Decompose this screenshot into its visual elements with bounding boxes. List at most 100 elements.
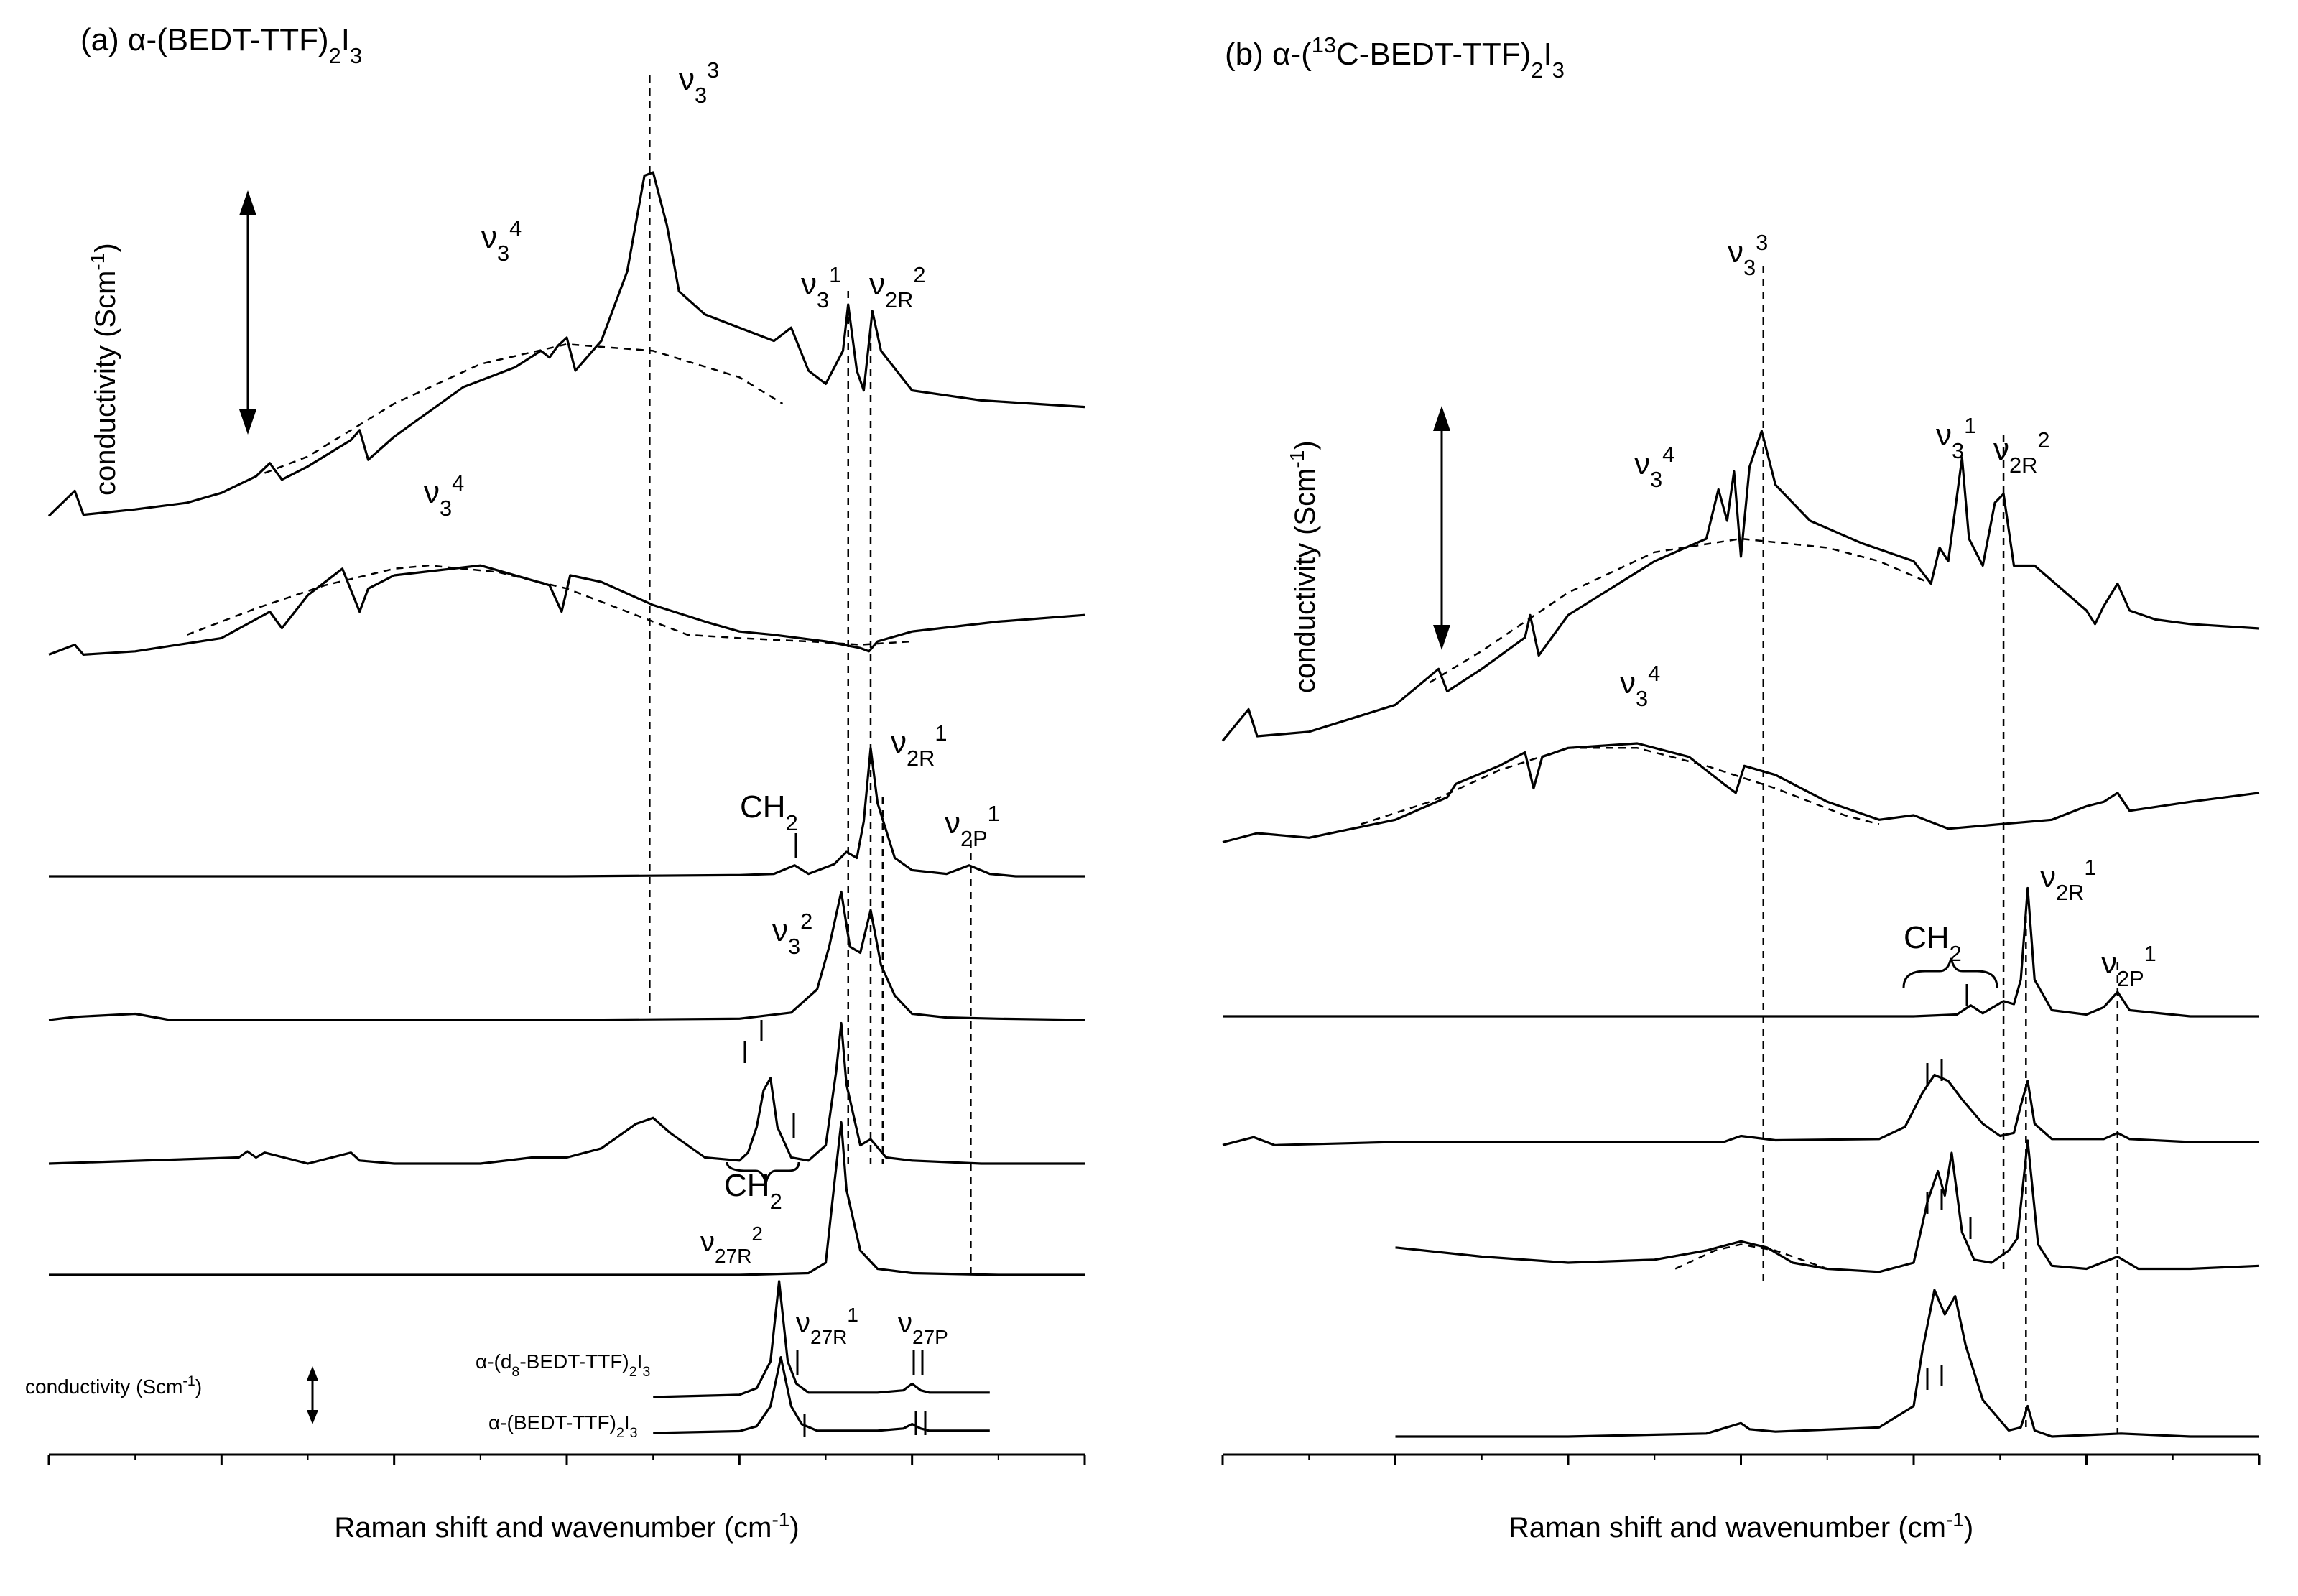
panel-a-label-ch2: CH2 [740,789,798,835]
panel-b-label-v3-4-ea-part: 3 [1636,686,1648,711]
panel-b-x-axis-label-part: Raman shift and wavenumber (cm [1509,1512,1946,1544]
panel-b-label-ch2: CH2 [1904,920,1962,966]
panel-a-label-v3-4-eb-part: 4 [509,215,522,241]
panel-a-inset-label-h8-part: I [624,1411,630,1434]
panel-a-label-ch2-780-part: 2 [770,1189,782,1214]
panel-a-label-v3-1-part: 3 [817,287,829,312]
panel-a-label-v2r-2: ν2R2 [869,262,926,312]
panel-a-label-v2r-1-part: ν [891,725,907,760]
panel-b-y-axis-label-part: ) [1289,440,1321,450]
panel-b-label-v3-4-eb-part: ν [1634,446,1650,481]
panel-b-label-v2r-2-part: ν [1993,432,2009,467]
panel-a-title-part: 3 [350,43,362,68]
panel-a-label-v3-1-part: 1 [829,262,841,287]
panel-b-y-axis-label-part: -1 [1286,450,1308,468]
panel-a-series-e-a-fit [186,564,912,646]
panel-b-series-e-b-514-nm [1223,886,2259,1018]
panel-a-inset-label-d8-part: -BEDT-TTF) [519,1350,629,1373]
panel-a-label-v2r-2-part: ν [869,266,885,302]
panel-a-label-v3-4-eb-part: ν [481,220,497,255]
panel-b-label-v2r-1-part: 1 [2084,855,2096,880]
panel-a-label-v27r-1-part: ν [796,1307,810,1339]
panel-b-label-v3-4-ea-part: ν [1620,665,1636,700]
panel-b-label-v3-4-ea: ν34 [1620,661,1660,711]
panel-a-inset-scale-arrows [307,1366,318,1424]
panel-b-label-v2r-1-part: ν [2040,859,2056,894]
panel-a-label-v27r-2: ν27R2 [700,1222,763,1267]
panel-a-label-v3-3-part: 3 [695,83,707,108]
panel-a-label-v27p-part: 27P [912,1326,948,1348]
panel-a-label-v27p: ν27P [898,1307,948,1348]
panel-a-label-v3-3-part: 3 [707,57,719,83]
panel-a-title-part: I [341,22,350,57]
panel-a-label-v3-2: ν32 [772,909,812,959]
panel-a-label-v2p-1: ν2P1 [945,801,1000,851]
panel-b-label-v3-4-eb-part: 3 [1650,467,1662,492]
panel-a-label-v27p-part: ν [898,1307,912,1339]
panel-a-inset-label-d8-part: 3 [642,1364,650,1380]
panel-b-label-v3-1-part: ν [1936,417,1952,453]
panel-a-label-v27r-1-part: 27R [810,1326,847,1348]
panel-a-series--d8-bedt-ttf-2i3-e-c-6-k [653,1280,990,1398]
panel-b-title: (b) α-(13C-BEDT-TTF)2I3 [1225,32,1565,83]
panel-a-label-v3-3-part: ν [679,62,695,97]
panel-b-label-v2r-2: ν2R2 [1993,427,2050,478]
panel-a-label-v2r-2-part: 2 [913,262,925,287]
panel-a-label-ch2-part: CH [740,789,786,825]
panel-a-series--bedt-ttf-2i3-e-c-6-k [653,1356,990,1434]
panel-b-scale-bar-arrows [1433,406,1450,650]
panel-a-inset-scale-label: conductivity (Scm-1) [25,1373,202,1398]
panel-b-label-v3-4-ea-part: 4 [1648,661,1660,686]
panel-b-label-v2r-2-part: 2R [2009,453,2037,478]
panel-a-inset-label-d8-part: I [637,1350,643,1373]
panel-b-title-part: C-BEDT-TTF) [1336,37,1531,72]
panel-a-label-v27r-2-part: ν [700,1226,715,1258]
panel-a-label-v3-4-ea: ν34 [424,470,464,521]
panel-a-series-e-b-514-nm [49,746,1085,878]
panel-b-label-v3-3-part: ν [1728,234,1743,269]
panel-a-inset-label-d8: α-(d8-BEDT-TTF)2I3 [476,1350,650,1380]
panel-b-label-v2r-1: ν2R1 [2040,855,2097,905]
panel-a-label-v2p-1-part: ν [945,805,960,840]
panel-a-y-axis-label: conductivity (Scm-1) [86,243,122,496]
panel-b-label-v3-3: ν33 [1728,230,1768,280]
panel-a-inset-label-h8-part: α-(BEDT-TTF) [488,1411,616,1434]
panel-a-label-v3-2-part: 2 [800,909,812,934]
panel-a-inset-label-d8-part: α-(d [476,1350,511,1373]
panel-b-title-part: 3 [1552,57,1565,83]
panel-b-label-v2p-1-part: ν [2101,945,2117,980]
panel-a-y-axis-label-part: ) [90,243,121,252]
panel-b-x-axis-label-part: -1 [1946,1508,1964,1531]
panel-a-label-v2r-1-part: 2R [907,746,935,771]
panel-a-label-v3-4-ea-part: ν [424,475,440,510]
panel-a-scale-bar-arrows [239,190,256,435]
panel-a-label-v3-4-eb-part: 3 [497,241,509,266]
panel-b-label-v2r-2-part: 2 [2037,427,2049,453]
panel-a-y-axis-label-part: -1 [86,253,108,271]
panel-b-label-v2p-1-part: 2P [2117,966,2144,991]
panel-b-y-axis-label-part: conductivity (Scm [1289,468,1321,693]
panel-a-label-v3-2-part: 3 [788,934,800,959]
panel-a-title-part: (a) α-(BEDT-TTF) [80,22,329,57]
panel-a-label-v3-1: ν31 [801,262,841,312]
panel-b-label-v3-4-eb-part: 4 [1662,442,1674,467]
panel-a-label-v2p-1-part: 2P [960,826,988,851]
panel-a-ch2-bracket [726,1161,800,1184]
panel-a-inset-scale-label-part: ) [195,1375,202,1398]
panel-b-series-e-b-780-nm [1395,1139,2260,1273]
panel-a-label-v27r-1: ν27R1 [796,1304,858,1348]
panel-a-inset-label-d8-part: 8 [511,1364,519,1380]
panel-b-series-e-c-780-nm [1395,1289,2259,1438]
panel-a-y-axis-label-part: conductivity (Scm [90,271,121,496]
panel-a-label-v3-4-eb: ν34 [481,215,522,266]
panel-a-inset-label-h8-part: 3 [630,1425,638,1441]
panel-b-title-part: I [1543,37,1552,72]
panel-a-x-axis-label-part: Raman shift and wavenumber (cm [334,1512,772,1544]
panel-a-label-v2r-1: ν2R1 [891,720,948,771]
panel-a-title-part: 2 [329,43,341,68]
panel-a-series-e-b [47,171,1085,517]
panel-b-label-v3-1-part: 3 [1952,438,1964,463]
panel-a-series-e-c-780-nm [49,1121,1085,1276]
panel-b-title-part: (b) α-( [1225,37,1312,72]
